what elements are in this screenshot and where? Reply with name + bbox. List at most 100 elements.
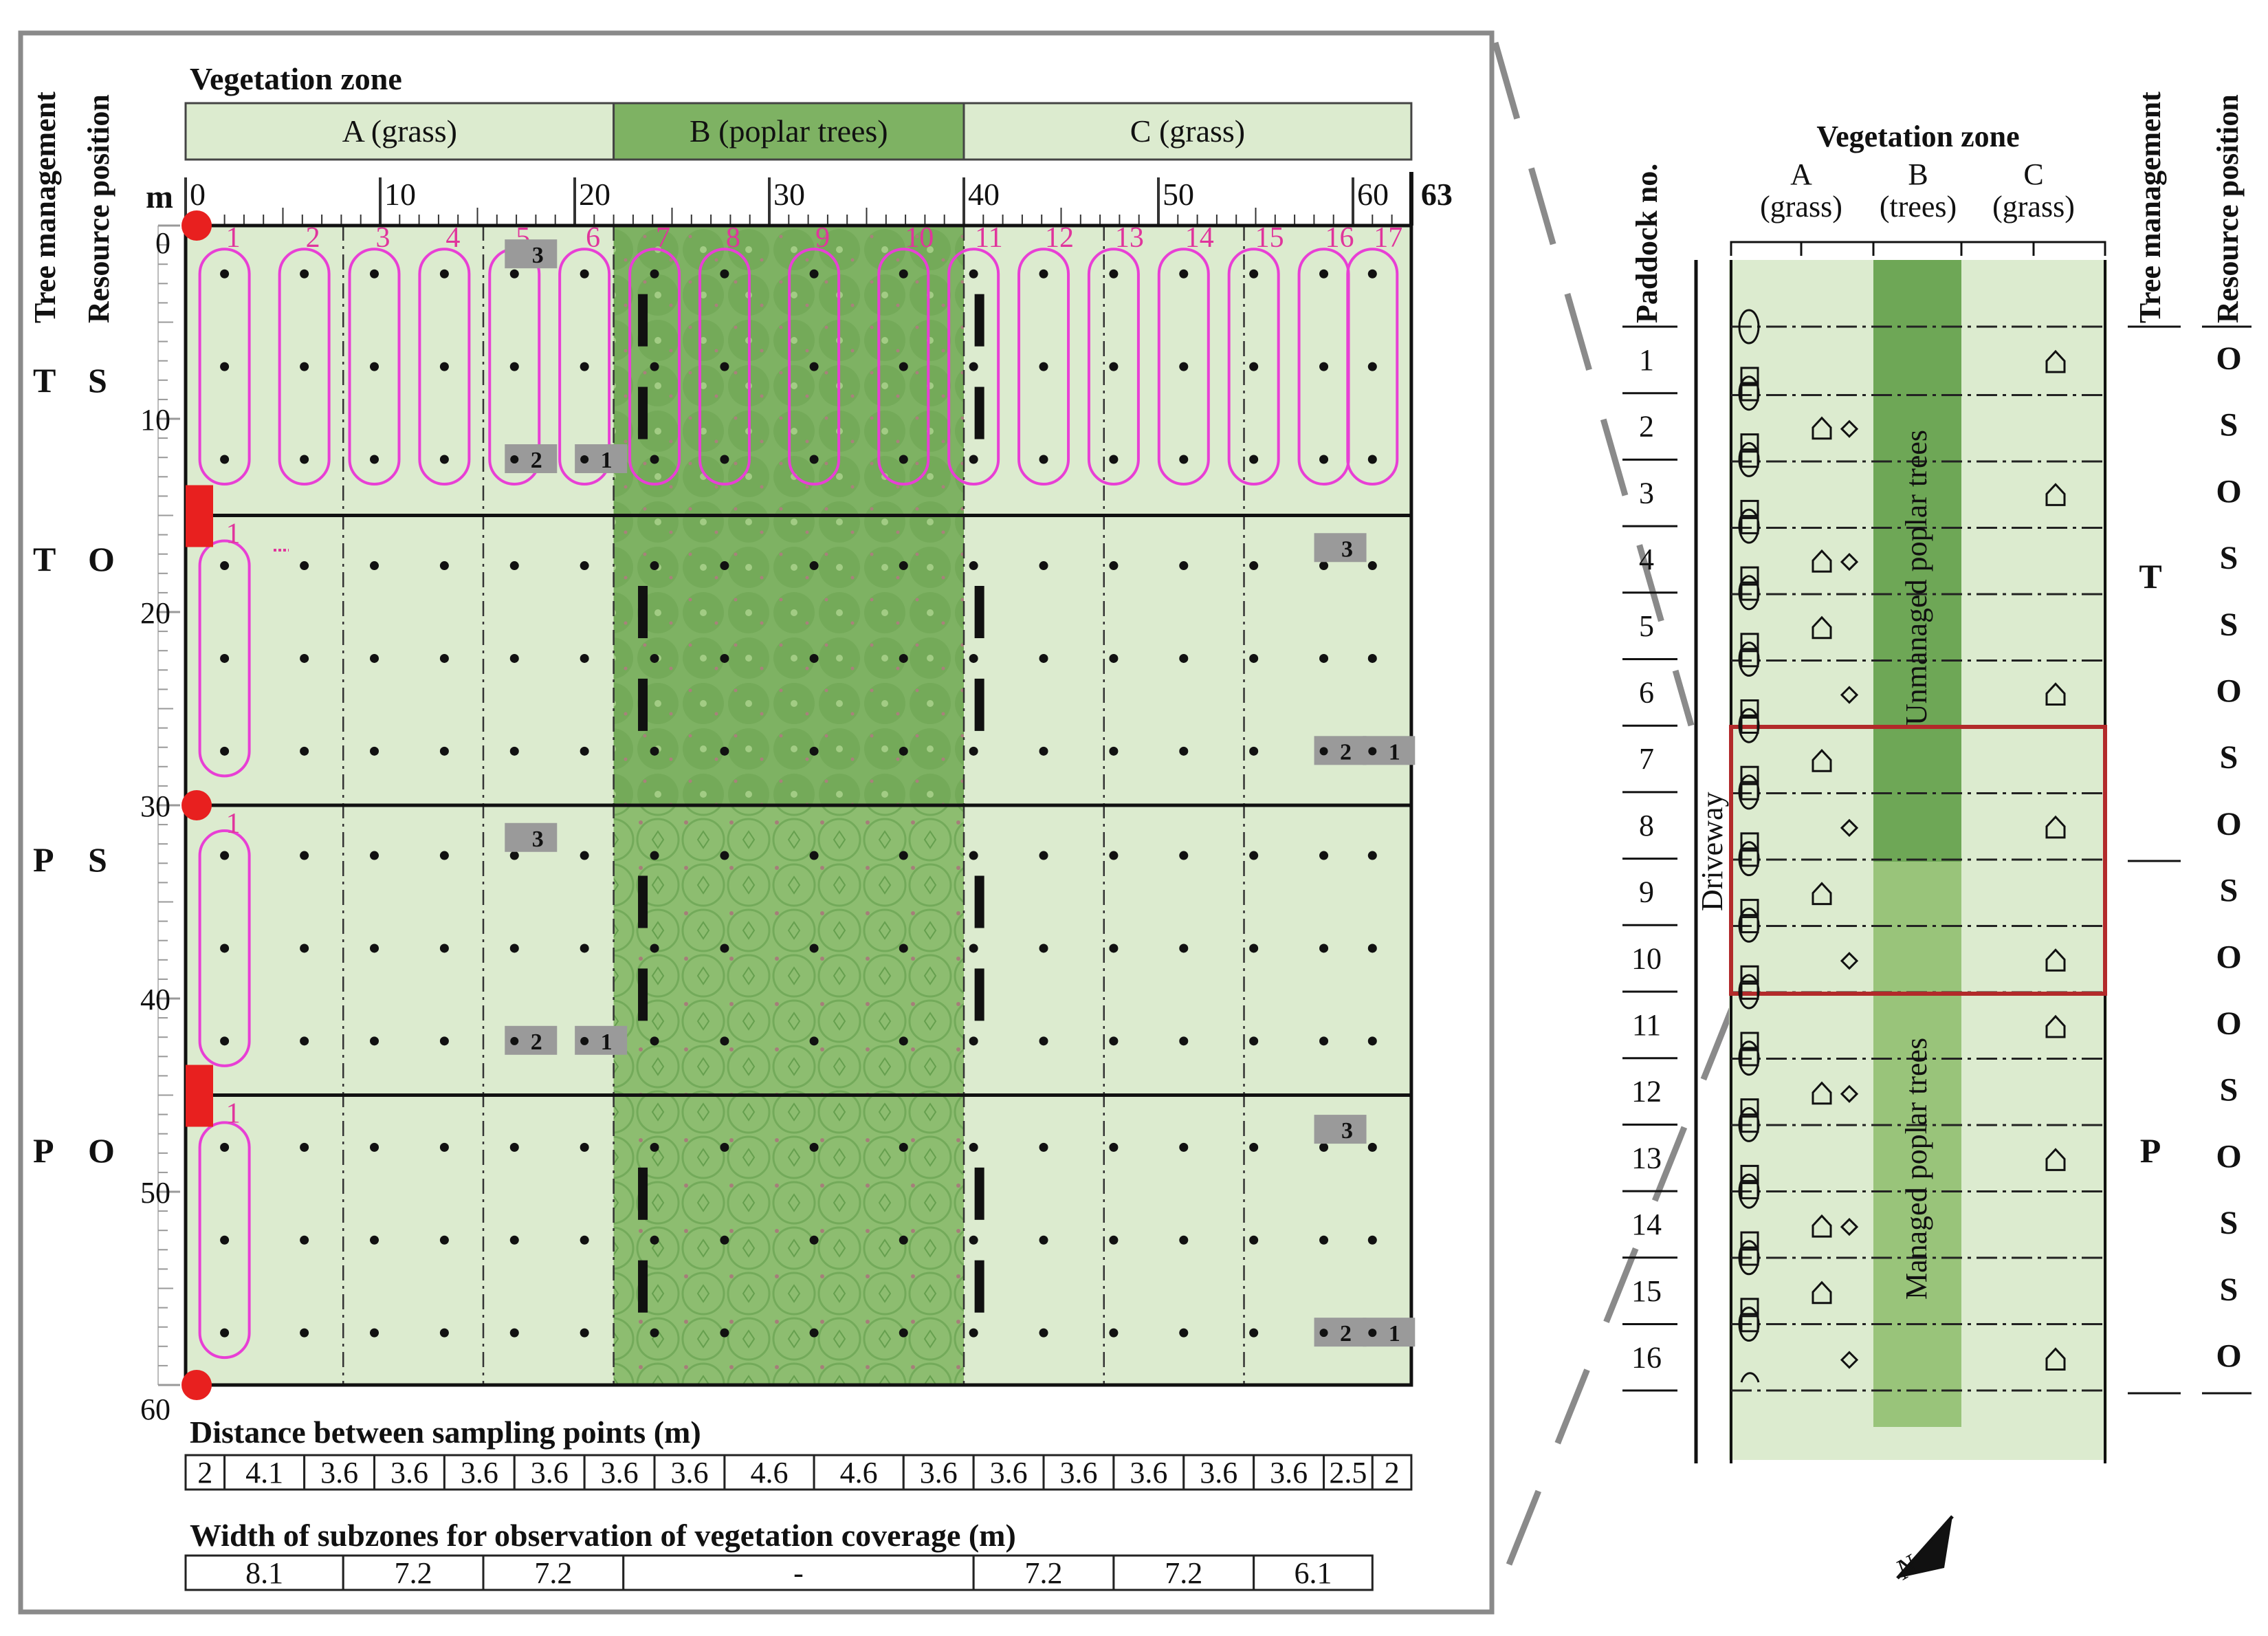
right-panel-labels: A(grass)B(trees)C(grass)1234567891011121…	[1622, 157, 2252, 1395]
sampling-point	[370, 746, 379, 756]
distance-cell	[1253, 1454, 1325, 1491]
water-square-icon	[1740, 1298, 1759, 1316]
sampling-point	[509, 1328, 519, 1338]
sampling-point	[1109, 944, 1119, 953]
water-square-icon	[1740, 566, 1759, 584]
gate-ellipse-icon	[1738, 1240, 1760, 1276]
column-label: 7	[656, 222, 670, 254]
sampling-point	[720, 455, 729, 464]
sampling-point	[650, 851, 659, 860]
transect-loop	[628, 248, 681, 486]
sampling-point	[1367, 653, 1377, 663]
sampling-point	[1039, 1235, 1048, 1245]
row-resource-label: O	[88, 1131, 115, 1170]
sampling-point	[1039, 269, 1048, 279]
diamond-icon	[1840, 1217, 1859, 1236]
distance-value: 3.6	[1200, 1456, 1237, 1490]
transect-loop	[698, 248, 751, 486]
sampling-point	[370, 851, 379, 860]
sampling-point	[650, 944, 659, 953]
transect-loop	[947, 248, 1000, 486]
sampling-point	[809, 653, 819, 663]
zone-letter: A	[1790, 157, 1812, 191]
sampling-point	[969, 1328, 978, 1338]
transect-loop	[198, 1121, 251, 1360]
sample-marker-1: 1	[1363, 736, 1416, 765]
width-value: 7.2	[395, 1556, 432, 1590]
transect-loop	[877, 248, 930, 486]
sampling-point	[809, 1036, 819, 1046]
column-label: 1	[226, 808, 241, 840]
water-square-icon	[1740, 1098, 1759, 1116]
sampling-point	[509, 1235, 519, 1245]
sampling-point	[300, 746, 309, 756]
strip-edge-dash	[638, 1260, 648, 1313]
x-tick-label: 10	[384, 177, 416, 212]
zone-header: A (grass) B (poplar trees) C (grass)	[184, 102, 1413, 161]
zone-header-cell-0	[184, 102, 615, 161]
sampling-point	[1249, 1036, 1259, 1046]
red-endpoint-dot	[181, 1370, 212, 1400]
sampling-point	[370, 944, 379, 953]
sampling-point	[1179, 746, 1189, 756]
x-tick-label: 20	[579, 177, 610, 212]
transect-loop	[348, 248, 401, 486]
house-icon	[2045, 1014, 2066, 1038]
gate-ellipse-icon	[1738, 841, 1760, 877]
distance-value: 4.6	[751, 1456, 789, 1490]
column-label: 14	[1185, 222, 1214, 254]
sampling-point	[1249, 455, 1259, 464]
sampling-point	[1319, 747, 1328, 756]
sampling-point	[300, 362, 309, 371]
strip-edge-dash	[974, 1260, 984, 1313]
resource-position-label: O	[2216, 1138, 2241, 1175]
y-axis: 0 10 20 30 40 50 60	[140, 224, 180, 1426]
sample-marker-2: 2	[505, 1025, 558, 1055]
sampling-point	[439, 944, 449, 953]
sampling-point	[969, 1142, 978, 1152]
sampling-point	[650, 455, 659, 464]
paddock-number: 13	[1631, 1141, 1662, 1175]
zoom-line-top	[1492, 41, 1695, 727]
distance-cell	[972, 1454, 1045, 1491]
strip-edge-dash	[638, 294, 648, 347]
width-title: Width of subzones for observation of veg…	[190, 1518, 1016, 1553]
sampling-point	[1039, 455, 1048, 464]
house-icon	[1812, 1081, 1832, 1105]
distance-value: 4.1	[245, 1456, 283, 1490]
transect-loop	[1346, 248, 1399, 486]
resource-position-label: S	[2220, 1205, 2238, 1241]
sampling-point	[1368, 747, 1377, 756]
sampling-point	[439, 1142, 449, 1152]
house-icon	[1812, 416, 1832, 440]
sampling-point	[1109, 1142, 1119, 1152]
sampling-point	[509, 653, 519, 663]
strip-edge-dash	[638, 875, 648, 928]
sampling-point	[220, 362, 230, 371]
sampling-point	[439, 1328, 449, 1338]
paddock-number: 11	[1632, 1008, 1661, 1042]
sampling-point	[1109, 1328, 1119, 1338]
strip-edge-dash	[974, 678, 984, 731]
sampling-point	[1179, 269, 1189, 279]
distance-cell	[653, 1454, 726, 1491]
strip-edge-dash	[974, 875, 984, 928]
row-management-label: T	[33, 361, 56, 400]
sampling-point	[1109, 851, 1119, 860]
sample-marker-label: 2	[1340, 1321, 1352, 1346]
sampling-point	[899, 653, 908, 663]
house-icon	[1812, 1280, 1832, 1305]
sample-marker-label: 3	[532, 243, 544, 268]
sampling-point	[580, 362, 589, 371]
resource-position-header-right: Resource position	[2211, 94, 2245, 323]
column-label: 17	[1374, 222, 1402, 254]
sample-marker-1: 1	[575, 1025, 628, 1055]
strip-edge-dash	[638, 586, 648, 638]
sampling-point	[650, 1036, 659, 1046]
sampling-point	[650, 269, 659, 279]
sampling-point	[510, 1036, 519, 1045]
sampling-point	[1109, 746, 1119, 756]
sampling-point	[809, 851, 819, 860]
sampling-point	[509, 362, 519, 371]
